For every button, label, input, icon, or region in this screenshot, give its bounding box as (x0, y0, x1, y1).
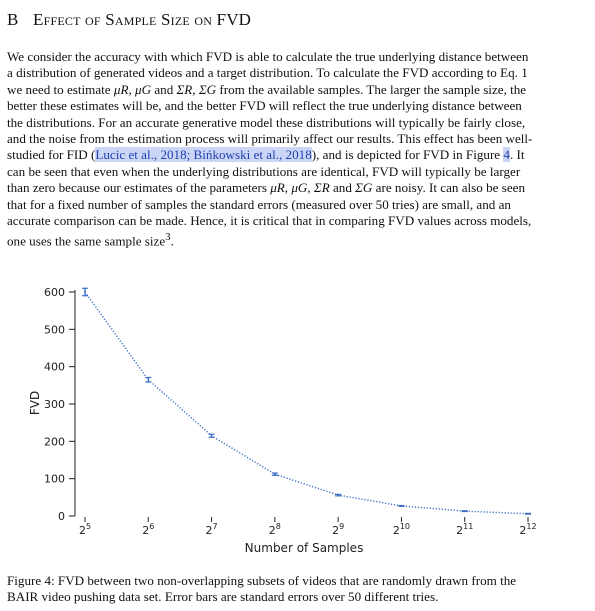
caption-line: Figure 4: FVD between two non-overlappin… (7, 573, 517, 588)
body-line: the distributions. For an accurate gener… (7, 114, 526, 130)
figure-caption: Figure 4: FVD between two non-overlappin… (7, 573, 588, 606)
x-tick-label: 26 (142, 522, 154, 537)
body-line: studied for FID (Lucic et al., 2018; Biń… (7, 147, 525, 163)
y-tick-label: 400 (44, 361, 65, 374)
y-tick-label: 600 (44, 286, 65, 299)
y-tick-label: 100 (44, 473, 65, 486)
body-line: one uses the same sample size3. (7, 231, 174, 249)
math-sigma-g: ΣG (355, 180, 373, 196)
y-tick-label: 500 (44, 323, 65, 336)
fvd-chart: FVD Number of Samples 0 100 200 300 400 500 60… (28, 286, 537, 555)
math-mu: μR, μG (113, 81, 152, 97)
section-heading: B Effect of Sample Size on FVD (7, 10, 251, 30)
body-line: can be seen that even when the underlyin… (7, 163, 521, 179)
x-tick-label: 27 (206, 522, 218, 537)
math-params: μR, μG, ΣR (270, 180, 330, 196)
section-number: B (7, 10, 19, 29)
figure-ref-link[interactable]: 4 (503, 147, 510, 163)
series-line (84, 291, 529, 515)
x-tick-label: 210 (393, 522, 410, 537)
citation-link[interactable]: Lucic et al., 2018; Bińkowski et al., 20… (95, 147, 312, 163)
body-line: we need to estimate μR, μG and ΣR, ΣG fr… (7, 81, 527, 97)
x-tick-label: 28 (269, 522, 281, 537)
x-tick-label: 212 (519, 522, 536, 537)
body-line: a distribution of generated videos and a… (7, 65, 528, 81)
body-line: than zero because our estimates of the p… (7, 180, 525, 196)
x-axis-label: Number of Samples (245, 541, 364, 555)
math-sigma: ΣR, ΣG (176, 81, 217, 97)
footnote-marker[interactable]: 3 (165, 231, 171, 244)
caption-line: BAIR video pushing data set. Error bars … (7, 589, 439, 605)
body-paragraph: We consider the accuracy with which FVD … (7, 49, 588, 250)
y-axis-label: FVD (28, 391, 42, 415)
body-line: better these estimates will be, and the … (7, 98, 522, 114)
x-tick-label: 211 (456, 522, 473, 537)
x-tick-label: 25 (79, 522, 91, 537)
body-line: that for a fixed number of samples the s… (7, 196, 511, 212)
y-tick-label: 0 (58, 510, 65, 523)
body-line: accurate comparison can be made. Hence, … (7, 213, 532, 229)
x-ticks: 25 26 27 28 29 210 211 212 (79, 517, 537, 537)
y-tick-label: 200 (44, 435, 65, 448)
section-title: Effect of Sample Size on FVD (33, 10, 252, 29)
x-tick-label: 29 (332, 522, 344, 537)
body-line: and the noise from the estimation proces… (7, 131, 533, 147)
series-group (82, 287, 531, 515)
y-tick-label: 300 (44, 398, 65, 411)
y-ticks: 0 100 200 300 400 500 600 (44, 286, 75, 523)
body-line: We consider the accuracy with which FVD … (7, 49, 529, 64)
